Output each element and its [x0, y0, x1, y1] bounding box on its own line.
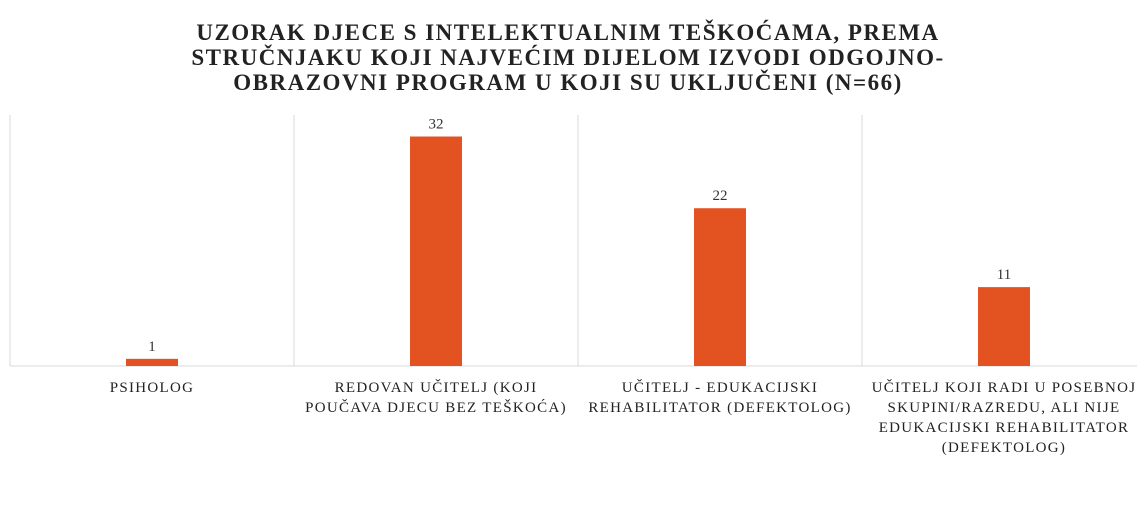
- chart-title: UZORAK DJECE S INTELEKTUALNIM TEŠKOĆAMA,…: [191, 20, 945, 95]
- bar: [694, 208, 746, 366]
- x-tick-label: UČITELJ KOJI RADI U POSEBNOJ SKUPINI/RAZ…: [871, 380, 1137, 456]
- bar: [126, 358, 178, 366]
- x-tick-label: REDOVAN UČITELJ (KOJI POUČAVA DJECU BEZ …: [305, 380, 567, 416]
- x-tick-label: PSIHOLOG: [109, 380, 195, 396]
- x-tick-label: UČITELJ - EDUKACIJSKI REHABILITATOR (DEF…: [588, 380, 852, 416]
- value-label: 11: [997, 267, 1011, 283]
- bar: [978, 287, 1030, 366]
- bar: [410, 136, 462, 366]
- value-label: 1: [148, 339, 156, 355]
- value-label: 32: [429, 117, 444, 133]
- value-label: 22: [713, 188, 728, 204]
